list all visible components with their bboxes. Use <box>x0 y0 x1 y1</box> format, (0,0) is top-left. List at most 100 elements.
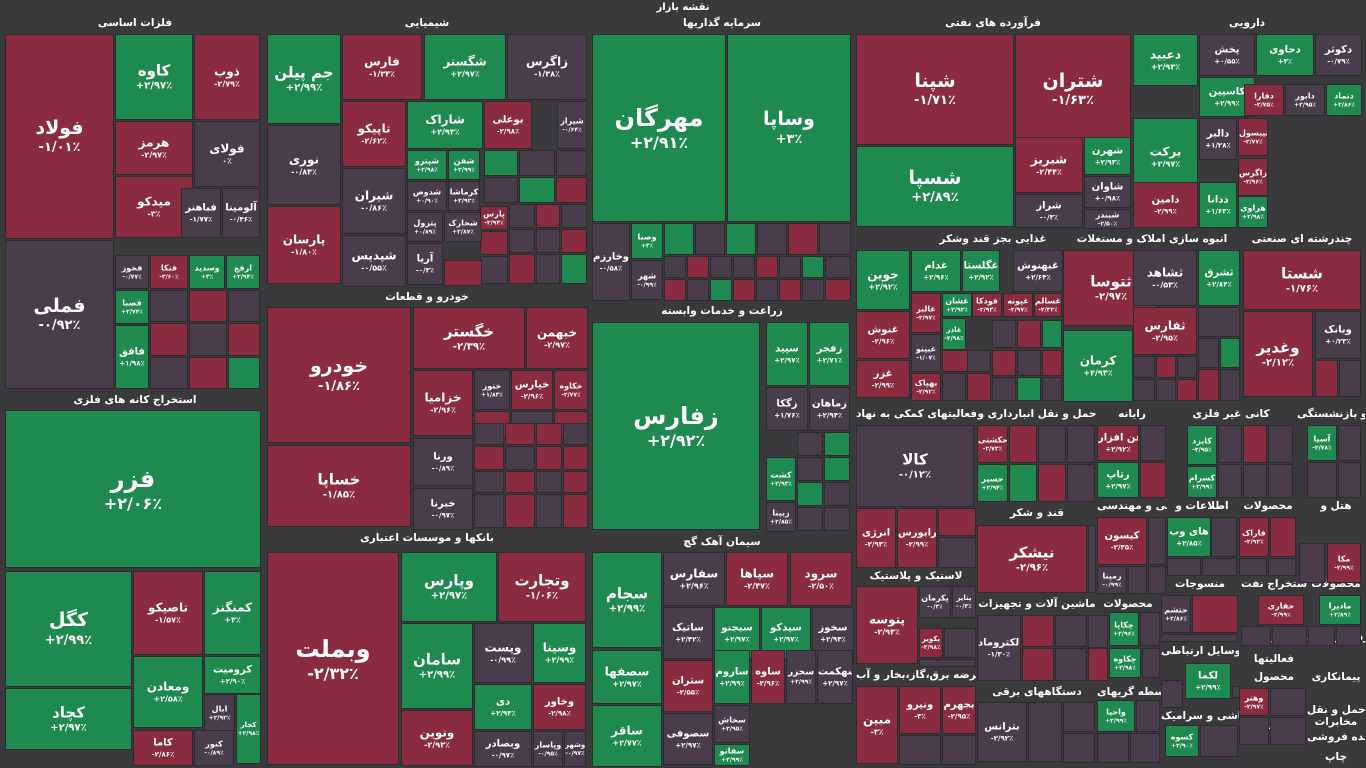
stock-tile[interactable] <box>1148 517 1166 565</box>
stock-tile[interactable] <box>1198 369 1219 401</box>
stock-tile[interactable]: شهرن +۲/۹۳٪ <box>1084 137 1131 175</box>
stock-tile[interactable] <box>1042 320 1062 348</box>
stock-tile[interactable]: ثشاهد -۰/۵۳٪ <box>1133 250 1197 306</box>
stock-tile[interactable]: سرود -۲/۵۰٪ <box>790 552 852 606</box>
stock-tile[interactable] <box>474 446 504 470</box>
stock-tile[interactable]: بوعلی -۲/۹۸٪ <box>484 101 532 149</box>
stock-tile[interactable]: وبملت -۲/۳۲٪ <box>267 552 399 765</box>
stock-tile[interactable] <box>1140 425 1166 461</box>
stock-tile[interactable]: کمنگنز +۳٪ <box>204 571 261 655</box>
stock-tile[interactable]: تاصیکو -۱/۵۷٪ <box>133 571 203 655</box>
stock-tile[interactable] <box>687 279 709 301</box>
stock-tile[interactable]: خگستر -۲/۳۹٪ <box>413 307 525 369</box>
stock-tile[interactable]: فولاد -۱/۰۱٪ <box>5 34 114 239</box>
stock-tile[interactable]: زبینا +۲/۸۵٪ <box>766 502 796 532</box>
stock-tile[interactable] <box>710 256 732 278</box>
stock-tile[interactable]: کاوه +۲/۹۷٪ <box>115 34 193 120</box>
stock-tile[interactable] <box>563 423 588 445</box>
stock-tile[interactable] <box>536 423 562 445</box>
stock-tile[interactable] <box>1161 634 1237 642</box>
stock-tile[interactable] <box>1017 377 1041 401</box>
stock-tile[interactable] <box>484 150 518 176</box>
stock-tile[interactable] <box>1055 648 1087 681</box>
stock-tile[interactable] <box>1270 717 1306 745</box>
stock-tile[interactable]: شفن +۲/۹۹٪ <box>448 150 480 180</box>
stock-tile[interactable]: غزر -۲/۹۹٪ <box>856 360 910 398</box>
stock-tile[interactable]: پتایر -۰/۳٪ <box>952 586 976 618</box>
stock-tile[interactable]: کایزد -۲/۹۵٪ <box>1187 425 1217 465</box>
stock-tile[interactable]: پکویر -۲/۹۸٪ <box>919 628 943 658</box>
stock-tile[interactable]: شدوص +۰/۹۰٪ <box>407 181 447 211</box>
stock-tile[interactable] <box>536 204 560 228</box>
stock-tile[interactable]: حتشم +۲/۸۶٪ <box>1161 595 1191 633</box>
stock-tile[interactable] <box>519 177 555 203</box>
stock-tile[interactable]: پترول +۰/۸۹٪ <box>407 212 443 242</box>
stock-tile[interactable] <box>1156 356 1176 378</box>
stock-tile[interactable]: سخزر +۲/۹۹٪ <box>786 650 816 704</box>
stock-tile[interactable]: زماهان +۲/۹۴٪ <box>809 387 850 431</box>
stock-tile[interactable]: پخش +۰/۵۵٪ <box>1199 34 1255 76</box>
stock-tile[interactable] <box>561 204 587 228</box>
stock-tile[interactable]: سامان +۲/۹۹٪ <box>401 623 473 709</box>
stock-tile[interactable] <box>1308 626 1335 646</box>
stock-tile[interactable] <box>1220 369 1240 401</box>
stock-tile[interactable]: غدام +۲/۹۶٪ <box>911 250 961 292</box>
stock-tile[interactable]: فن افزار +۲/۹۲٪ <box>1097 425 1139 461</box>
stock-tile[interactable]: غسالم -۲/۳۲٪ <box>1034 293 1062 317</box>
stock-tile[interactable] <box>1218 425 1242 463</box>
stock-tile[interactable]: غپونه -۲/۹۷٪ <box>1003 293 1033 317</box>
stock-tile[interactable] <box>536 494 562 528</box>
stock-tile[interactable]: فافق +۱/۹۸٪ <box>115 325 149 389</box>
stock-tile[interactable]: بجهرم -۲/۹۵٪ <box>942 686 976 734</box>
stock-tile[interactable]: مهرگان +۲/۹۱٪ <box>592 34 726 222</box>
stock-tile[interactable] <box>1272 626 1307 646</box>
stock-tile[interactable] <box>1211 517 1237 557</box>
stock-tile[interactable]: خنور +۱/۸۳٪ <box>474 370 510 410</box>
stock-tile[interactable] <box>1133 356 1155 378</box>
stock-tile[interactable]: دفارا -۲/۷۵٪ <box>1244 84 1284 116</box>
stock-tile[interactable] <box>1315 360 1338 397</box>
stock-tile[interactable] <box>1017 350 1041 376</box>
stock-tile[interactable] <box>1198 338 1219 368</box>
stock-tile[interactable]: الکتروماد -۱/۳۰٪ <box>977 615 1021 681</box>
stock-tile[interactable]: مکا -۲/۹۹٪ <box>1327 543 1361 583</box>
stock-tile[interactable] <box>1177 356 1197 378</box>
stock-tile[interactable] <box>1268 425 1293 463</box>
stock-tile[interactable] <box>1338 425 1361 461</box>
stock-tile[interactable]: ومعادن +۲/۵۸٪ <box>133 656 203 728</box>
stock-tile[interactable] <box>779 256 801 278</box>
stock-tile[interactable] <box>1063 733 1095 763</box>
stock-tile[interactable]: بترانس -۲/۹۲٪ <box>977 702 1027 762</box>
stock-tile[interactable] <box>779 279 801 301</box>
stock-tile[interactable]: های وب +۲/۸۵٪ <box>1167 517 1211 557</box>
stock-tile[interactable]: ونیرو -۳٪ <box>899 686 941 734</box>
stock-tile[interactable]: سفارس +۲/۹۶٪ <box>663 552 725 606</box>
stock-tile[interactable] <box>480 256 508 284</box>
stock-tile[interactable] <box>561 229 587 253</box>
stock-tile[interactable]: زفارس +۲/۹۲٪ <box>592 322 760 530</box>
stock-tile[interactable] <box>1140 462 1166 498</box>
stock-tile[interactable] <box>509 229 535 253</box>
stock-tile[interactable]: شاراک +۲/۹۳٪ <box>407 101 483 149</box>
stock-tile[interactable]: خودرو -۱/۸۶٪ <box>267 307 411 443</box>
stock-tile[interactable] <box>824 482 850 506</box>
stock-tile[interactable]: شبریز -۲/۴۴٪ <box>1015 137 1083 193</box>
stock-tile[interactable] <box>189 290 227 322</box>
stock-tile[interactable] <box>1239 558 1267 576</box>
stock-tile[interactable] <box>695 223 725 255</box>
stock-tile[interactable]: دامین -۲/۹۹٪ <box>1133 182 1198 228</box>
stock-tile[interactable]: شپدیس -۰/۵۵٪ <box>342 235 406 287</box>
stock-tile[interactable] <box>942 350 968 372</box>
stock-tile[interactable]: وسینا +۲/۹۹٪ <box>533 623 586 683</box>
stock-tile[interactable]: شبندر -۲/۵۰٪ <box>1084 209 1131 229</box>
stock-tile[interactable] <box>788 223 818 255</box>
stock-tile[interactable] <box>1218 464 1242 498</box>
stock-tile[interactable]: ساوه -۲/۹۶٪ <box>751 650 785 704</box>
stock-tile[interactable] <box>1055 615 1087 647</box>
stock-tile[interactable]: دابور +۲/۹۵٪ <box>1285 84 1325 116</box>
stock-tile[interactable] <box>733 256 755 278</box>
stock-tile[interactable] <box>505 423 535 445</box>
stock-tile[interactable]: کجار +۲/۹۸٪ <box>236 694 261 764</box>
stock-tile[interactable]: ذوب -۲/۷۹٪ <box>194 34 260 120</box>
stock-tile[interactable] <box>1220 338 1240 368</box>
